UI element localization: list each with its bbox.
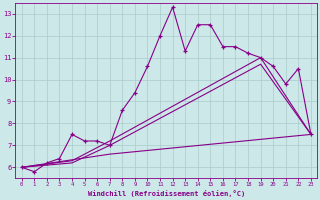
X-axis label: Windchill (Refroidissement éolien,°C): Windchill (Refroidissement éolien,°C)	[88, 190, 245, 197]
